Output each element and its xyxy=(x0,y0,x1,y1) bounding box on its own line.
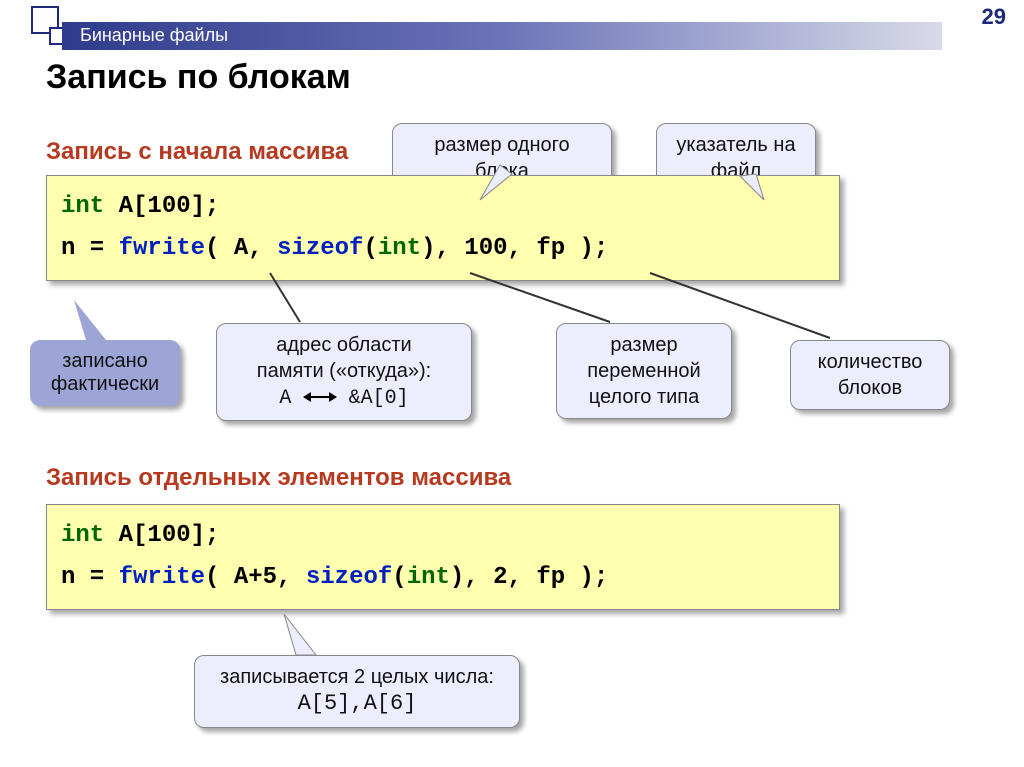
kw-fwrite: fwrite xyxy=(119,235,205,262)
callout-line: записывается 2 целых числа: xyxy=(211,664,503,690)
code-box-1: int A[100]; n = fwrite( A, sizeof(int), … xyxy=(46,175,840,281)
callout-int-size: размер переменной целого типа xyxy=(556,323,732,419)
subtitle-1: Запись с начала массива xyxy=(46,138,348,166)
kw-int: int xyxy=(378,235,421,262)
code-text: A[100]; xyxy=(104,522,219,549)
subtitle-2: Запись отдельных элементов массива xyxy=(46,464,511,492)
callout-line: переменной xyxy=(573,358,715,384)
code1-line2: n = fwrite( A, sizeof(int), 100, fp ); xyxy=(61,228,825,270)
callout-text: записано фактически xyxy=(51,350,159,395)
callout-line-code: A[5],A[6] xyxy=(211,690,503,719)
callout-line: адрес области xyxy=(233,332,455,358)
kw-int: int xyxy=(61,193,104,220)
kw-int: int xyxy=(61,522,104,549)
code2-line1: int A[100]; xyxy=(61,515,825,557)
kw-int: int xyxy=(407,564,450,591)
callout-line: размер xyxy=(573,332,715,358)
callout-written-actually: записано фактически xyxy=(30,340,180,406)
code-text: ), 100, fp ); xyxy=(421,235,608,262)
page-title: Запись по блокам xyxy=(46,58,351,97)
callout-line: A &A[0] xyxy=(233,384,455,412)
code-text: ( A+5, xyxy=(205,564,306,591)
callout-line: памяти («откуда»): xyxy=(233,358,455,384)
kw-sizeof: sizeof xyxy=(277,235,363,262)
code-inl: A xyxy=(279,387,291,410)
callout-writes-two-ints: записывается 2 целых числа: A[5],A[6] xyxy=(194,655,520,728)
code-inl: &A[0] xyxy=(349,387,409,410)
code-text: ( xyxy=(392,564,406,591)
code2-line2: n = fwrite( A+5, sizeof(int), 2, fp ); xyxy=(61,557,825,599)
kw-fwrite: fwrite xyxy=(119,564,205,591)
code-text: ), 2, fp ); xyxy=(450,564,608,591)
code-text: A[100]; xyxy=(104,193,219,220)
double-arrow-icon xyxy=(303,385,337,411)
code-text: n = xyxy=(61,564,119,591)
code-text: ( A, xyxy=(205,235,277,262)
callout-block-count: количество блоков xyxy=(790,340,950,410)
callout-address: адрес области памяти («откуда»): A &A[0] xyxy=(216,323,472,421)
kw-sizeof: sizeof xyxy=(306,564,392,591)
page-number: 29 xyxy=(982,4,1006,30)
code-text: ( xyxy=(363,235,377,262)
code1-line1: int A[100]; xyxy=(61,186,825,228)
header-tab: Бинарные файлы xyxy=(62,22,942,50)
code-text: n = xyxy=(61,235,119,262)
code-box-2: int A[100]; n = fwrite( A+5, sizeof(int)… xyxy=(46,504,840,610)
callout-line: целого типа xyxy=(573,384,715,410)
